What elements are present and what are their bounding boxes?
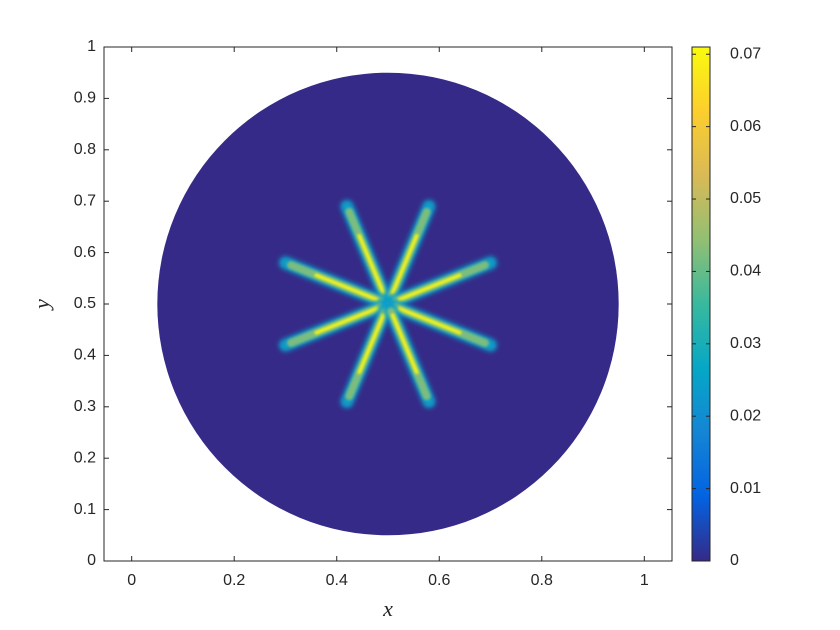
y-tick-label: 0 — [87, 552, 96, 569]
arm-core — [390, 313, 419, 375]
colorbar-tick-label: 0 — [730, 552, 739, 569]
y-tick-label: 1 — [87, 38, 96, 55]
y-tick-label: 0.9 — [74, 90, 96, 107]
y-axis-label: y — [29, 299, 54, 311]
arm-core — [314, 306, 379, 335]
arm-core — [357, 233, 386, 295]
y-tick-label: 0.5 — [74, 295, 96, 312]
x-tick-label: 0 — [127, 572, 136, 589]
colorbar-tick-label: 0.03 — [730, 335, 761, 352]
y-tick-label: 0.8 — [74, 141, 96, 158]
x-axis-label: x — [382, 596, 393, 621]
arm-core — [314, 273, 379, 302]
colorbar-tick-label: 0.02 — [730, 407, 761, 424]
colorbar-tick-label: 0.01 — [730, 480, 761, 497]
x-tick-label: 0.4 — [326, 572, 348, 589]
colorbar-tick-label: 0.04 — [730, 263, 761, 280]
colorbar — [691, 46, 711, 562]
arm-core — [397, 273, 462, 302]
x-tick-label: 0.2 — [223, 572, 245, 589]
y-tick-label: 0.2 — [74, 449, 96, 466]
y-tick-label: 0.4 — [74, 347, 96, 364]
y-tick-label: 0.7 — [74, 192, 96, 209]
plot-area — [157, 72, 619, 536]
arm-core — [390, 233, 419, 295]
arm-core — [397, 306, 462, 335]
arm-core — [357, 313, 386, 375]
x-tick-label: 1 — [640, 572, 649, 589]
y-tick-label: 0.6 — [74, 244, 96, 261]
colorbar-tick-label: 0.06 — [730, 118, 761, 135]
y-tick-label: 0.1 — [74, 501, 96, 518]
y-tick-label: 0.3 — [74, 398, 96, 415]
colorbar-tick-label: 0.05 — [730, 190, 761, 207]
x-tick-label: 0.6 — [428, 572, 450, 589]
colorbar-tick-label: 0.07 — [730, 45, 761, 62]
x-tick-label: 0.8 — [531, 572, 553, 589]
